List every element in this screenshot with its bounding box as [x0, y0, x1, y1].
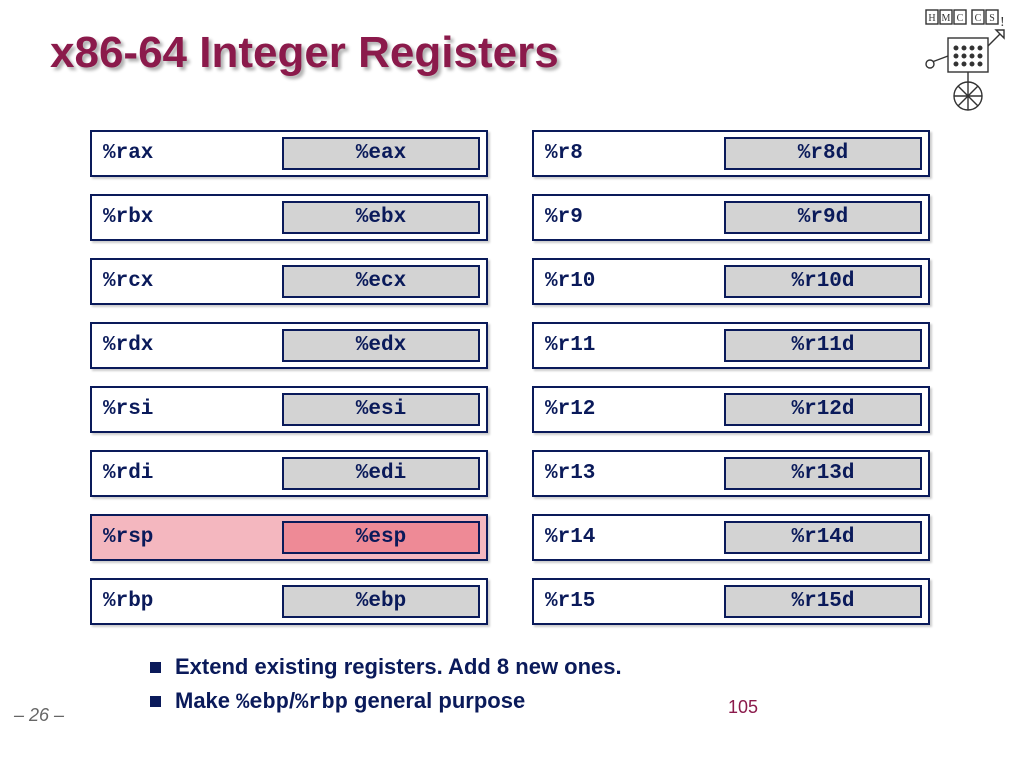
- register-32-label: %r8d: [798, 142, 848, 165]
- svg-text:H: H: [928, 13, 935, 24]
- register-64-label: %rdx: [103, 334, 153, 357]
- register-32-label: %esi: [356, 398, 406, 421]
- bullet-2-mono2: %rbp: [295, 690, 348, 715]
- register-32-label: %r13d: [791, 462, 854, 485]
- register-32-box: %r11d: [724, 329, 922, 362]
- register-box: %r13 %r13d: [532, 450, 930, 497]
- bullet-2-text: Make %ebp/%rbp general purpose: [175, 688, 525, 715]
- register-64-label: %rbp: [103, 590, 153, 613]
- register-box: %rdx %edx: [90, 322, 488, 369]
- register-32-box: %r8d: [724, 137, 922, 170]
- bullet-2-mono1: %ebp: [236, 690, 289, 715]
- register-32-box: %r10d: [724, 265, 922, 298]
- register-64-label: %r9: [545, 206, 583, 229]
- register-64-label: %rdi: [103, 462, 153, 485]
- register-32-label: %r11d: [791, 334, 854, 357]
- slide-title: x86-64 Integer Registers: [50, 28, 559, 78]
- register-box: %r11 %r11d: [532, 322, 930, 369]
- register-box: %r9 %r9d: [532, 194, 930, 241]
- register-64-label: %rsp: [103, 526, 153, 549]
- bullet-icon: [150, 662, 161, 673]
- register-32-box: %r12d: [724, 393, 922, 426]
- hmc-cs-logo-icon: H M C C S !: [920, 6, 1006, 116]
- register-box: %rcx %ecx: [90, 258, 488, 305]
- register-box: %rbx %ebx: [90, 194, 488, 241]
- register-box: %r12 %r12d: [532, 386, 930, 433]
- right-column: %r8%r8d%r9%r9d%r10%r10d%r11%r11d%r12%r12…: [532, 130, 930, 625]
- register-box: %r14 %r14d: [532, 514, 930, 561]
- bullet-2-post: general purpose: [348, 688, 525, 713]
- svg-text:!: !: [1000, 15, 1005, 30]
- register-64-label: %r13: [545, 462, 595, 485]
- register-32-box: %r14d: [724, 521, 922, 554]
- register-64-label: %rsi: [103, 398, 153, 421]
- register-32-label: %r12d: [791, 398, 854, 421]
- svg-text:C: C: [975, 13, 982, 24]
- register-box: %rbp %ebp: [90, 578, 488, 625]
- register-32-box: %ebp: [282, 585, 480, 618]
- register-64-label: %r14: [545, 526, 595, 549]
- register-32-box: %esp: [282, 521, 480, 554]
- register-64-label: %r11: [545, 334, 595, 357]
- register-32-label: %r14d: [791, 526, 854, 549]
- bullet-list: Extend existing registers. Add 8 new one…: [150, 654, 622, 723]
- register-32-box: %r9d: [724, 201, 922, 234]
- bullet-2: Make %ebp/%rbp general purpose: [150, 688, 622, 715]
- register-32-label: %eax: [356, 142, 406, 165]
- bullet-2-pre: Make: [175, 688, 236, 713]
- register-32-label: %edi: [356, 462, 406, 485]
- register-64-label: %r15: [545, 590, 595, 613]
- register-columns: %rax %eax %rbx %ebx %rcx %ecx %rdx %edx %rsi %esi…: [90, 130, 930, 625]
- register-32-box: %eax: [282, 137, 480, 170]
- bullet-1-text: Extend existing registers. Add 8 new one…: [175, 654, 622, 680]
- register-32-label: %ecx: [356, 270, 406, 293]
- page-number-left: – 26 –: [14, 705, 64, 726]
- svg-text:S: S: [989, 13, 995, 24]
- svg-text:C: C: [957, 13, 964, 24]
- register-box: %rsi %esi: [90, 386, 488, 433]
- svg-text:M: M: [942, 13, 951, 24]
- register-box: %rax %eax: [90, 130, 488, 177]
- register-32-box: %esi: [282, 393, 480, 426]
- register-32-box: %edi: [282, 457, 480, 490]
- left-column: %rax %eax %rbx %ebx %rcx %ecx %rdx %edx %rsi %esi…: [90, 130, 488, 625]
- register-32-box: %r13d: [724, 457, 922, 490]
- register-32-box: %ecx: [282, 265, 480, 298]
- register-32-box: %edx: [282, 329, 480, 362]
- register-32-label: %r10d: [791, 270, 854, 293]
- register-box: %r15 %r15d: [532, 578, 930, 625]
- register-64-label: %r12: [545, 398, 595, 421]
- register-box: %r8 %r8d: [532, 130, 930, 177]
- register-box: %r10 %r10d: [532, 258, 930, 305]
- register-32-label: %r9d: [798, 206, 848, 229]
- register-64-label: %r10: [545, 270, 595, 293]
- register-box: %rdi %edi: [90, 450, 488, 497]
- register-32-label: %ebx: [356, 206, 406, 229]
- register-32-box: %ebx: [282, 201, 480, 234]
- register-64-label: %r8: [545, 142, 583, 165]
- register-32-box: %r15d: [724, 585, 922, 618]
- register-32-label: %r15d: [791, 590, 854, 613]
- register-32-label: %esp: [356, 526, 406, 549]
- register-64-label: %rcx: [103, 270, 153, 293]
- register-32-label: %edx: [356, 334, 406, 357]
- bullet-icon: [150, 696, 161, 707]
- register-32-label: %ebp: [356, 590, 406, 613]
- bullet-1: Extend existing registers. Add 8 new one…: [150, 654, 622, 680]
- page-number-right: 105: [728, 697, 758, 718]
- register-64-label: %rbx: [103, 206, 153, 229]
- register-box: %rsp %esp: [90, 514, 488, 561]
- register-64-label: %rax: [103, 142, 153, 165]
